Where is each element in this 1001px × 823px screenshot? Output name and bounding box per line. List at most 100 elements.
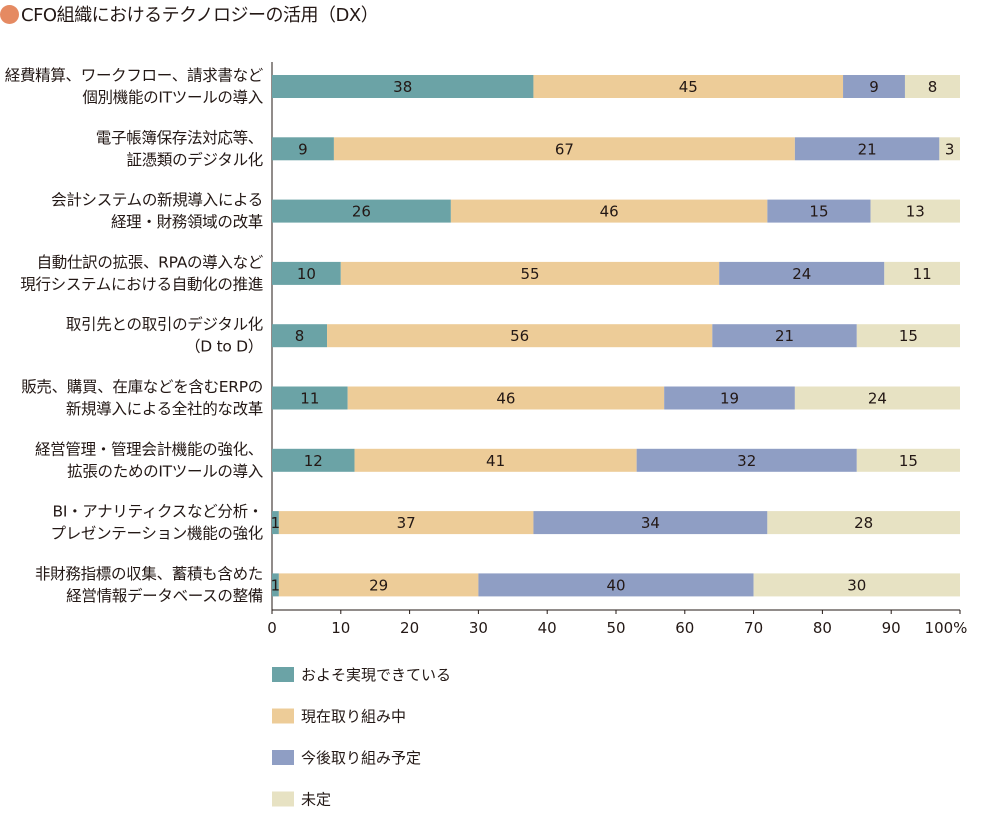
category-label: プレゼンテーション機能の強化 (51, 525, 264, 543)
bar-value-label: 38 (393, 78, 412, 96)
bar-segment (278, 573, 479, 597)
category-label: 経営管理・管理会計機能の強化、 (35, 440, 263, 458)
bar-segment (767, 199, 871, 223)
category-label: 取引先との取引のデジタル化 (66, 315, 263, 334)
bar-segment (354, 448, 637, 472)
bar-segment (272, 386, 348, 410)
category-label: 個別機能のITツールの導入 (82, 89, 263, 107)
bar-segment (533, 75, 844, 98)
bar-segment (272, 137, 334, 161)
category-label: 証憑類のデジタル化 (127, 150, 264, 169)
category-label: 経営情報データベースの整備 (66, 586, 263, 605)
bar-value-label: 56 (510, 327, 529, 345)
x-tick-label: 80 (813, 619, 832, 637)
bar-value-label: 11 (300, 390, 319, 408)
bar-segment (719, 261, 885, 285)
legend-label: 未定 (301, 791, 331, 809)
category-label: 現行システムにおける自動化の推進 (20, 275, 263, 293)
category-label: 電子帳簿保存法対応等、 (96, 129, 263, 147)
bar-value-label: 19 (720, 390, 739, 408)
bar-segment (884, 261, 960, 285)
bar-value-label: 21 (858, 140, 877, 158)
category-label: 拡張のためのITツールの導入 (67, 462, 263, 480)
bar-segment (794, 386, 960, 410)
bar-value-label: 11 (913, 265, 932, 283)
bar-segment (636, 448, 857, 472)
bar-segment (272, 261, 341, 285)
bar-value-label: 45 (679, 78, 698, 96)
bar-value-label: 30 (847, 576, 866, 594)
category-label: 非財務指標の収集、蓄積も含めた (35, 565, 263, 583)
bar-segment (272, 75, 534, 98)
category-label: 会計システムの新規導入による (51, 191, 263, 209)
bar-value-label: 21 (775, 327, 794, 345)
bar-value-label: 15 (899, 452, 918, 470)
bar-segment (272, 511, 279, 535)
x-tick-label: 100% (925, 619, 968, 637)
chart-title-text: CFO組織におけるテクノロジーの活用（DX） (21, 5, 379, 26)
bar-segment (272, 573, 279, 597)
bar-value-label: 29 (369, 576, 388, 594)
bar-segment (272, 324, 328, 348)
bar-value-label: 40 (606, 576, 625, 594)
bar-value-label: 9 (869, 78, 879, 96)
legend-swatch (272, 667, 294, 682)
bar-segment (333, 137, 795, 161)
bar-value-label: 1 (271, 514, 281, 532)
x-tick-label: 20 (400, 619, 419, 637)
legend-swatch (272, 750, 294, 765)
category-label: 販売、購買、在庫などを含むERPの (21, 378, 263, 396)
x-tick-label: 50 (606, 619, 625, 637)
bar-segment (856, 324, 960, 348)
bar-value-label: 55 (520, 265, 539, 283)
bar-value-label: 8 (928, 78, 938, 96)
bar-value-label: 12 (304, 452, 323, 470)
x-tick-label: 30 (469, 619, 488, 637)
bar-value-label: 41 (486, 452, 505, 470)
bar-value-label: 46 (496, 390, 515, 408)
category-label: （D to D） (185, 338, 263, 356)
bar-segment (533, 511, 768, 535)
bar-value-label: 28 (854, 514, 873, 532)
bar-segment (939, 137, 960, 161)
legend-label: およそ実現できている (301, 666, 451, 684)
bar-value-label: 24 (868, 390, 887, 408)
bar-segment (664, 386, 795, 410)
x-tick-label: 70 (744, 619, 763, 637)
bar-segment (272, 448, 355, 472)
chart-title: CFO組織におけるテクノロジーの活用（DX） (0, 2, 379, 26)
bar-value-label: 8 (295, 327, 305, 345)
bar-segment (450, 199, 768, 223)
bar-value-label: 46 (600, 203, 619, 221)
bar-segment (327, 324, 713, 348)
bar-value-label: 32 (737, 452, 756, 470)
bar-segment (278, 511, 534, 535)
legend-label: 現在取り組み中 (301, 708, 406, 726)
category-label: 経費精算、ワークフロー、請求書など (5, 66, 264, 85)
bar-value-label: 10 (297, 265, 316, 283)
category-label: 自動仕訳の拡張、RPAの導入など (37, 253, 264, 271)
x-tick-label: 40 (538, 619, 557, 637)
bar-value-label: 15 (809, 203, 828, 221)
bar-value-label: 13 (906, 203, 925, 221)
title-bullet-icon (0, 4, 19, 24)
x-tick-label: 0 (267, 619, 277, 637)
bar-value-label: 9 (298, 140, 308, 158)
bar-value-label: 3 (945, 140, 955, 158)
bar-segment (753, 573, 960, 597)
bar-segment (272, 199, 451, 223)
legend-swatch (272, 708, 294, 724)
bar-value-label: 15 (899, 327, 918, 345)
bar-segment (478, 573, 754, 597)
bar-value-label: 67 (555, 140, 574, 158)
category-label: BI・アナリティクスなど分析・ (52, 503, 263, 521)
bar-value-label: 26 (352, 203, 371, 221)
x-tick-label: 60 (675, 619, 694, 637)
bar-segment (767, 511, 960, 535)
bar-value-label: 34 (641, 514, 660, 532)
bar-value-label: 1 (271, 576, 281, 594)
bar-segment (843, 75, 905, 98)
bar-value-label: 37 (397, 514, 416, 532)
legend-swatch (272, 791, 294, 807)
